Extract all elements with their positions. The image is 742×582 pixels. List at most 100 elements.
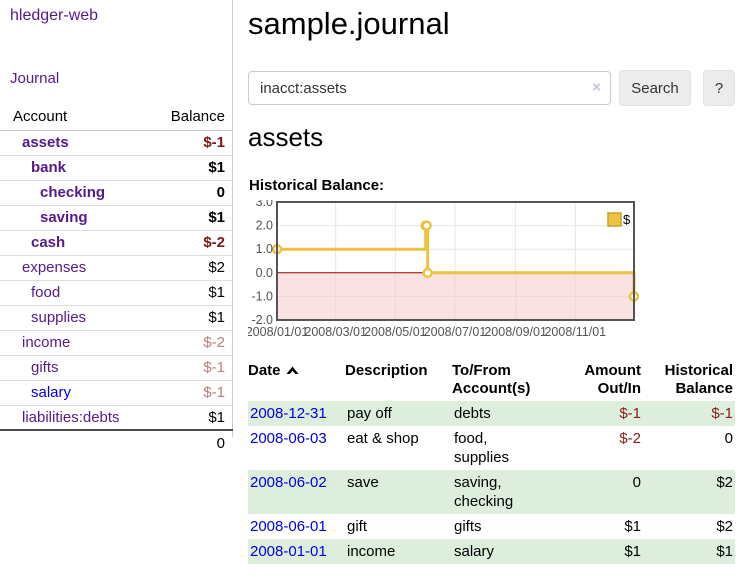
- search-button[interactable]: Search: [619, 70, 691, 106]
- transaction-row: 2008-01-01 income salary $1 $1: [248, 539, 735, 564]
- svg-text:0.0: 0.0: [256, 266, 273, 280]
- transaction-description: income: [345, 539, 452, 564]
- transaction-description: save: [345, 470, 452, 514]
- transaction-accounts: salary: [452, 539, 548, 564]
- column-header-accounts: To/From Account(s): [452, 362, 531, 397]
- account-link[interactable]: cash: [31, 234, 66, 251]
- chart-canvas: $3.0 2.0 1.0 0.0 -1.0 -2.02008/01/012008/03/0…: [246, 195, 640, 339]
- accounts-total: 0: [153, 429, 233, 455]
- account-row: food $1: [0, 279, 233, 305]
- app-brand-link[interactable]: hledger-web: [10, 7, 99, 24]
- page-title: sample.journal: [248, 6, 450, 41]
- account-balance: $1: [208, 209, 225, 226]
- account-link[interactable]: salary: [31, 384, 72, 401]
- transaction-accounts: gifts: [454, 518, 482, 535]
- clear-search-icon[interactable]: ×: [592, 79, 601, 96]
- account-link[interactable]: food: [31, 284, 61, 301]
- account-row: expenses $2: [0, 254, 233, 280]
- transaction-date-link[interactable]: 2008-06-01: [250, 518, 327, 535]
- transactions-header-row: Date Description To/From Account(s) Amou…: [248, 362, 735, 401]
- account-row: saving $1: [0, 204, 233, 230]
- balance-column-header: Balance: [153, 103, 233, 131]
- account-row: income $-2: [0, 329, 233, 355]
- transaction-amount: $1: [548, 539, 643, 564]
- svg-text:2.0: 2.0: [256, 219, 273, 233]
- account-row: gifts $-1: [0, 354, 233, 380]
- account-balance: $-2: [203, 334, 225, 351]
- account-balance: $-1: [203, 384, 225, 401]
- account-link[interactable]: gifts: [31, 359, 59, 376]
- account-row: bank $1: [0, 154, 233, 180]
- svg-text:2008/09/01: 2008/09/01: [484, 325, 547, 339]
- transaction-date-link[interactable]: 2008-01-01: [250, 543, 327, 560]
- transaction-date-link[interactable]: 2008-06-03: [250, 430, 327, 447]
- transaction-historical-balance: $-1: [643, 401, 735, 426]
- account-row: assets $-1: [0, 130, 233, 155]
- transaction-row: 2008-06-01 gift gifts $1 $2: [248, 514, 735, 539]
- account-heading: assets: [248, 122, 324, 152]
- column-header-historical-balance: Historical Balance: [664, 362, 733, 397]
- chart-title: Historical Balance:: [249, 177, 385, 194]
- account-row: checking 0: [0, 179, 233, 205]
- transaction-description: eat & shop: [347, 430, 419, 447]
- svg-text:2008/07/01: 2008/07/01: [424, 325, 487, 339]
- account-link[interactable]: bank: [31, 159, 67, 176]
- historical-balance-chart: $3.0 2.0 1.0 0.0 -1.0 -2.0 2008/01/01 2008/03/0…: [246, 195, 735, 348]
- main-content: sample.journal × Search ? assets Histori…: [246, 0, 735, 564]
- transaction-date-link[interactable]: 2008-12-31: [250, 405, 327, 422]
- transaction-description: gift: [347, 518, 368, 535]
- account-link[interactable]: checking: [40, 184, 106, 201]
- transaction-amount: 0: [548, 470, 643, 514]
- transaction-description: pay off: [345, 401, 452, 426]
- svg-text:2008/03/01: 2008/03/01: [304, 325, 367, 339]
- account-balance: $-1: [203, 359, 225, 376]
- accounts-total-row: 0: [0, 429, 233, 455]
- account-link[interactable]: supplies: [31, 309, 87, 326]
- account-balance: $-2: [203, 234, 225, 251]
- transaction-row: 2008-06-03 eat & shop food, supplies $-2 0: [248, 426, 735, 470]
- account-balance: $-1: [203, 134, 225, 151]
- transaction-amount: $-1: [548, 401, 643, 426]
- transaction-historical-balance: $2: [643, 470, 735, 514]
- transaction-historical-balance: 0: [724, 430, 733, 447]
- sidebar: hledger-web Journal Account Balance asse…: [0, 0, 233, 455]
- column-header-amount: Amount Out/In: [584, 362, 641, 397]
- transaction-amount: $1: [624, 518, 641, 535]
- accounts-table: Account Balance assets $-1 bank $1 checking 0…: [0, 103, 233, 455]
- account-row: salary $-1: [0, 379, 233, 405]
- svg-text:2008/01/01: 2008/01/01: [248, 325, 308, 339]
- account-row: supplies $1: [0, 304, 233, 330]
- transaction-accounts: food, supplies: [454, 430, 510, 466]
- svg-text:$: $: [623, 212, 631, 227]
- search-box: ×: [248, 71, 611, 105]
- transaction-historical-balance: $1: [643, 539, 735, 564]
- account-link[interactable]: income: [22, 334, 71, 351]
- svg-text:-2.0: -2.0: [251, 313, 273, 327]
- transaction-row: 2008-12-31 pay off debts $-1 $-1: [248, 401, 735, 426]
- account-balance: $1: [208, 309, 225, 326]
- account-row: cash $-2: [0, 229, 233, 255]
- account-row: liabilities:debts $1: [0, 404, 233, 430]
- account-link[interactable]: liabilities:debts: [22, 408, 120, 426]
- transaction-row: 2008-06-02 save saving, checking 0 $2: [248, 470, 735, 514]
- account-link[interactable]: saving: [40, 209, 88, 226]
- account-balance: $1: [208, 408, 225, 426]
- svg-text:2008/05/01: 2008/05/01: [364, 325, 427, 339]
- column-header-date[interactable]: Date: [248, 362, 345, 401]
- sidebar-item-journal[interactable]: Journal: [10, 70, 60, 87]
- account-link[interactable]: expenses: [22, 259, 87, 276]
- account-balance: $2: [208, 259, 225, 276]
- sort-ascending-icon: [285, 363, 300, 381]
- account-balance: $1: [208, 284, 225, 301]
- transaction-accounts: saving, checking: [452, 470, 548, 514]
- search-form: × Search ?: [248, 70, 735, 106]
- svg-text:3.0: 3.0: [256, 200, 273, 209]
- help-button[interactable]: ?: [703, 70, 735, 106]
- search-input[interactable]: [249, 72, 610, 104]
- transaction-amount: $-2: [619, 430, 641, 447]
- transaction-date-link[interactable]: 2008-06-02: [250, 474, 327, 491]
- account-balance: $1: [208, 159, 225, 176]
- accounts-column-header: Account: [0, 103, 154, 131]
- account-link[interactable]: assets: [22, 134, 69, 151]
- account-balance: 0: [216, 184, 225, 201]
